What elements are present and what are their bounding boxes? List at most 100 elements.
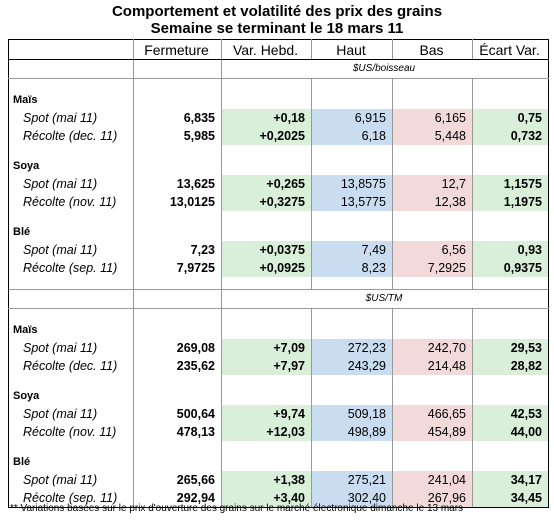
- table-cell: +1,38: [221, 471, 312, 489]
- spacer-row: [8, 277, 549, 290]
- table-row: Spot (mai 11) 265,66 +1,38 275,21 241,04 34,1…: [8, 471, 549, 489]
- footnote: ** Variations basées sur le prix d'ouver…: [10, 503, 464, 514]
- row-label: Spot (mai 11): [8, 109, 134, 127]
- table-cell: +7,97: [221, 357, 312, 375]
- table-row: Spot (mai 11) 269,08 +7,09 272,23 242,70 29,5…: [8, 339, 549, 357]
- table-row: Récolte (sep. 11) 292,94 +3,40 302,40 267,96…: [8, 489, 549, 508]
- table-cell: 44,00: [472, 423, 549, 441]
- table-cell: 500,64: [133, 405, 222, 423]
- table-cell: +3,40: [221, 489, 312, 508]
- unit-row: $US/TM: [8, 289, 549, 309]
- group-label: Blé: [8, 223, 134, 241]
- spacer-row: [8, 441, 549, 453]
- unit-row: $US/boisseau: [8, 59, 549, 79]
- group-row: Blé: [8, 223, 549, 241]
- table-subtitle: Semaine se terminant le 18 mars 11: [150, 20, 404, 37]
- table-cell: 7,23: [133, 241, 222, 259]
- table-cell: +9,74: [221, 405, 312, 423]
- header-fermeture: Fermeture: [133, 39, 222, 60]
- row-label: Récolte (dec. 11): [8, 357, 134, 375]
- group-label: Blé: [8, 453, 134, 471]
- table-cell: 6,915: [311, 109, 393, 127]
- unit-label: $US/boisseau: [221, 59, 549, 79]
- table-row: Spot (mai 11) 13,625 +0,265 13,8575 12,7 1,15…: [8, 175, 549, 193]
- table-cell: 1,1575: [472, 175, 549, 193]
- table-cell: 1,1975: [472, 193, 549, 211]
- table-cell: 269,08: [133, 339, 222, 357]
- row-label: Récolte (dec. 11): [8, 127, 134, 145]
- table-cell: 5,985: [133, 127, 222, 145]
- table-cell: +0,18: [221, 109, 312, 127]
- header-bas: Bas: [392, 39, 473, 60]
- table-cell: 6,165: [392, 109, 473, 127]
- header-var-hebd: Var. Hebd.: [221, 39, 312, 60]
- header-haut: Haut: [311, 39, 393, 60]
- table-cell: 466,65: [392, 405, 473, 423]
- table-cell: +0,0375: [221, 241, 312, 259]
- table-cell: 0,75: [472, 109, 549, 127]
- table-row: Récolte (nov. 11) 478,13 +12,03 498,89 454,8…: [8, 423, 549, 441]
- group-label: Maïs: [8, 321, 134, 339]
- row-label: Récolte (nov. 11): [8, 193, 134, 211]
- table-cell: 0,93: [472, 241, 549, 259]
- table-cell: 242,70: [392, 339, 473, 357]
- group-row: Maïs: [8, 91, 549, 109]
- table-row: Récolte (dec. 11) 235,62 +7,97 243,29 214,48…: [8, 357, 549, 375]
- table-cell: 29,53: [472, 339, 549, 357]
- row-label: Récolte (nov. 11): [8, 423, 134, 441]
- table-row: Spot (mai 11) 500,64 +9,74 509,18 466,65 42,5…: [8, 405, 549, 423]
- spacer-row: [8, 145, 549, 157]
- table-cell: 241,04: [392, 471, 473, 489]
- table-cell: 214,48: [392, 357, 473, 375]
- table-cell: 28,82: [472, 357, 549, 375]
- table-cell: 34,45: [472, 489, 549, 508]
- group-row: Blé: [8, 453, 549, 471]
- table-row: Spot (mai 11) 6,835 +0,18 6,915 6,165 0,75: [8, 109, 549, 127]
- table-cell: 6,835: [133, 109, 222, 127]
- unit-label: $US/TM: [221, 289, 549, 309]
- table-cell: 5,448: [392, 127, 473, 145]
- table-cell: 7,2925: [392, 259, 473, 277]
- table-cell: 235,62: [133, 357, 222, 375]
- table-cell: 42,53: [472, 405, 549, 423]
- table-title: Comportement et volatilité des prix des …: [111, 3, 443, 20]
- table-cell: 302,40: [311, 489, 393, 508]
- row-label: Spot (mai 11): [8, 241, 134, 259]
- table-cell: 12,38: [392, 193, 473, 211]
- table-cell: +7,09: [221, 339, 312, 357]
- table-cell: 272,23: [311, 339, 393, 357]
- table-cell: 12,7: [392, 175, 473, 193]
- table-cell: 34,17: [472, 471, 549, 489]
- header-ecart-var: Écart Var.: [472, 39, 549, 60]
- row-label: Spot (mai 11): [8, 405, 134, 423]
- table-cell: 509,18: [311, 405, 393, 423]
- group-label: Soya: [8, 157, 134, 175]
- table-cell: 454,89: [392, 423, 473, 441]
- table-cell: 7,9725: [133, 259, 222, 277]
- table-cell: +12,03: [221, 423, 312, 441]
- row-label: Spot (mai 11): [8, 339, 134, 357]
- grain-price-table: Fermeture Var. Hebd. Haut Bas Écart Var.…: [8, 39, 549, 508]
- table-cell: 0,732: [472, 127, 549, 145]
- table-row: Récolte (nov. 11) 13,0125 +0,3275 13,5775 12…: [8, 193, 549, 211]
- row-label: Récolte (sep. 11): [8, 259, 134, 277]
- table-cell: +0,265: [221, 175, 312, 193]
- table-cell: 275,21: [311, 471, 393, 489]
- table-cell: 13,5775: [311, 193, 393, 211]
- table-cell: 7,49: [311, 241, 393, 259]
- table-cell: 267,96: [392, 489, 473, 508]
- table-row: Spot (mai 11) 7,23 +0,0375 7,49 6,56 0,93: [8, 241, 549, 259]
- table-row: Récolte (dec. 11) 5,985 +0,2025 6,18 5,448 0,…: [8, 127, 549, 145]
- table-cell: +0,2025: [221, 127, 312, 145]
- row-label: Récolte (sep. 11): [8, 489, 134, 508]
- table-cell: +0,3275: [221, 193, 312, 211]
- table-cell: 498,89: [311, 423, 393, 441]
- spacer-row: [8, 78, 549, 91]
- table-cell: 0,9375: [472, 259, 549, 277]
- group-row: Maïs: [8, 321, 549, 339]
- group-label: Soya: [8, 387, 134, 405]
- table-cell: 8,23: [311, 259, 393, 277]
- table-cell: 13,625: [133, 175, 222, 193]
- spacer-row: [8, 308, 549, 321]
- table-cell: 13,8575: [311, 175, 393, 193]
